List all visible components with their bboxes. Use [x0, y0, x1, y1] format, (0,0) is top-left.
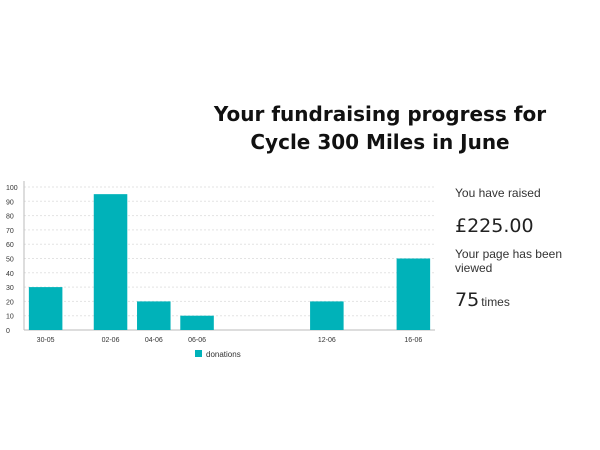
- y-tick-label: 70: [6, 228, 14, 235]
- bar: [396, 258, 431, 330]
- page-title-line-1: Your fundraising progress for: [213, 102, 547, 126]
- y-tick-label: 100: [6, 185, 18, 192]
- x-tick-label: 06-06: [188, 337, 206, 344]
- views-label: Your page has been viewed: [455, 247, 562, 275]
- y-tick-label: 30: [6, 285, 14, 292]
- bar: [310, 301, 344, 330]
- raised-amount: £225.00: [455, 215, 534, 237]
- x-tick-label: 12-06: [318, 337, 336, 344]
- legend-label: donations: [206, 350, 241, 359]
- bar: [93, 194, 128, 330]
- y-tick-label: 0: [6, 328, 10, 335]
- views-unit: times: [481, 295, 510, 309]
- bar: [137, 301, 171, 330]
- x-tick-label: 30-05: [37, 337, 55, 344]
- y-tick-label: 40: [6, 271, 14, 278]
- y-tick-label: 90: [6, 199, 14, 206]
- y-tick-label: 20: [6, 299, 14, 306]
- y-tick-label: 60: [6, 242, 14, 249]
- stats-panel: You have raised £225.00 Your page has be…: [455, 186, 600, 311]
- raised-label: You have raised: [455, 186, 541, 200]
- x-tick-label: 02-06: [102, 337, 120, 344]
- x-tick-label: 04-06: [145, 337, 163, 344]
- y-tick-label: 80: [6, 214, 14, 221]
- x-tick-label: 16-06: [404, 337, 422, 344]
- page-title: Your fundraising progress for Cycle 300 …: [200, 100, 560, 156]
- y-tick-label: 50: [6, 257, 14, 264]
- bar: [28, 287, 63, 330]
- y-tick-label: 10: [6, 314, 14, 321]
- donations-chart: 0 10 20 30 40 50 60 70 80 90 100 30-05 02-06 04-06 06-…: [6, 181, 435, 359]
- views-stat: 75 times: [455, 289, 600, 311]
- legend-swatch: [195, 350, 202, 357]
- bar: [180, 315, 214, 330]
- views-count: 75: [455, 289, 480, 311]
- page-title-line-2: Cycle 300 Miles in June: [250, 130, 510, 154]
